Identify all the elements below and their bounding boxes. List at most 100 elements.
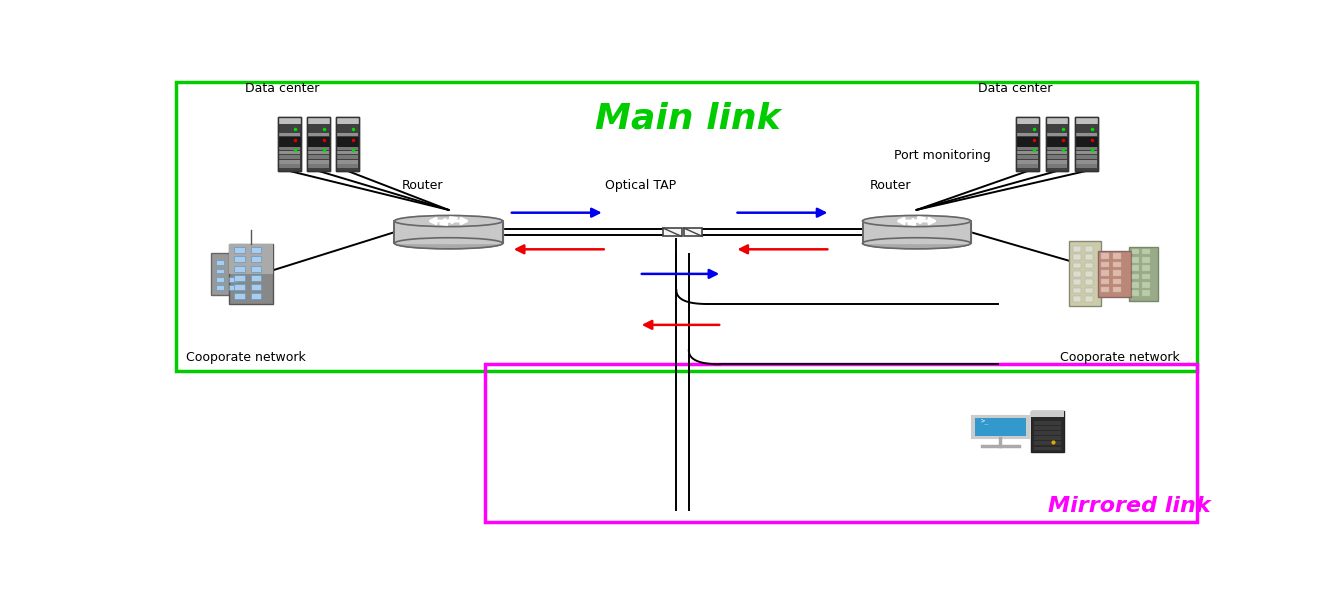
Bar — [1047, 146, 1067, 150]
Bar — [1075, 137, 1098, 147]
Bar — [683, 228, 702, 237]
Bar — [1035, 436, 1062, 440]
Bar — [1017, 150, 1039, 155]
Bar — [1142, 274, 1150, 279]
Bar — [229, 244, 272, 304]
Bar — [863, 221, 970, 243]
Bar — [279, 137, 299, 141]
Bar — [251, 293, 262, 299]
Text: Main link: Main link — [595, 102, 781, 135]
Bar — [395, 221, 503, 243]
Bar — [251, 265, 262, 272]
Bar — [1142, 265, 1150, 271]
Bar — [1017, 146, 1039, 150]
Bar — [251, 247, 262, 253]
Bar — [216, 285, 224, 290]
Bar — [337, 146, 358, 150]
Bar — [1075, 117, 1098, 171]
Bar — [1076, 155, 1096, 159]
Bar — [1076, 146, 1096, 150]
Bar — [309, 137, 329, 141]
Bar — [278, 117, 301, 171]
Bar — [1086, 255, 1094, 260]
Bar — [251, 256, 262, 262]
Bar — [1035, 426, 1062, 430]
Text: Port monitoring: Port monitoring — [894, 149, 990, 162]
Bar — [1045, 117, 1068, 171]
Bar — [1047, 141, 1067, 146]
Bar — [307, 117, 330, 171]
Text: Mirrored link: Mirrored link — [1048, 495, 1210, 516]
Bar — [1016, 137, 1039, 147]
Bar — [1131, 274, 1139, 279]
Bar — [1100, 253, 1108, 259]
Bar — [229, 277, 238, 282]
Bar — [1076, 132, 1096, 137]
Bar — [1017, 141, 1039, 146]
Bar — [309, 146, 329, 150]
Bar — [1075, 117, 1098, 171]
Bar — [235, 275, 244, 281]
Bar — [235, 265, 244, 272]
Bar — [1131, 257, 1139, 262]
Bar — [1076, 150, 1096, 155]
Text: Cooporate network: Cooporate network — [187, 351, 306, 364]
Text: Router: Router — [870, 179, 911, 192]
Bar — [484, 364, 1197, 522]
Bar — [1047, 160, 1067, 164]
Bar — [1100, 270, 1108, 276]
Bar — [1142, 282, 1150, 288]
Bar — [1047, 137, 1067, 141]
Bar — [216, 268, 224, 273]
Bar — [229, 261, 238, 265]
Bar — [278, 117, 301, 124]
Bar — [309, 155, 329, 159]
Bar — [337, 155, 358, 159]
Bar — [1076, 164, 1096, 168]
Bar — [1047, 132, 1067, 137]
Bar — [1142, 257, 1150, 262]
Bar — [337, 141, 358, 146]
Bar — [1113, 253, 1122, 259]
Bar — [1131, 265, 1139, 271]
Bar — [307, 117, 330, 171]
Bar — [1045, 137, 1068, 147]
Text: >_: >_ — [980, 419, 989, 425]
Bar — [337, 137, 358, 141]
Ellipse shape — [863, 216, 970, 226]
Bar — [1076, 137, 1096, 141]
Bar — [279, 150, 299, 155]
Bar — [1100, 279, 1108, 284]
Bar — [1016, 117, 1039, 171]
Bar — [309, 160, 329, 164]
Bar — [309, 164, 329, 168]
Bar — [278, 137, 301, 147]
Bar — [1035, 441, 1062, 445]
Bar — [1100, 287, 1108, 293]
Bar — [251, 275, 262, 281]
Text: Optical TAP: Optical TAP — [605, 179, 676, 192]
Bar — [337, 117, 360, 124]
Bar — [1072, 288, 1080, 293]
Bar — [1076, 160, 1096, 164]
Bar — [1070, 241, 1100, 306]
Text: Cooporate network: Cooporate network — [1060, 351, 1180, 364]
Bar — [337, 164, 358, 168]
Bar — [1016, 117, 1039, 171]
Bar — [1075, 117, 1098, 124]
Bar — [1072, 255, 1080, 260]
Bar — [1017, 155, 1039, 159]
Bar — [278, 117, 301, 171]
Bar — [1131, 282, 1139, 288]
Bar — [1100, 262, 1108, 267]
Bar — [251, 284, 262, 290]
Bar — [1047, 150, 1067, 155]
Bar — [235, 247, 244, 253]
Text: Data center: Data center — [978, 82, 1052, 95]
Bar — [279, 146, 299, 150]
Bar — [1113, 287, 1122, 293]
Bar — [1113, 270, 1122, 276]
Bar — [279, 155, 299, 159]
Bar — [1047, 164, 1067, 168]
Bar — [1142, 290, 1150, 296]
